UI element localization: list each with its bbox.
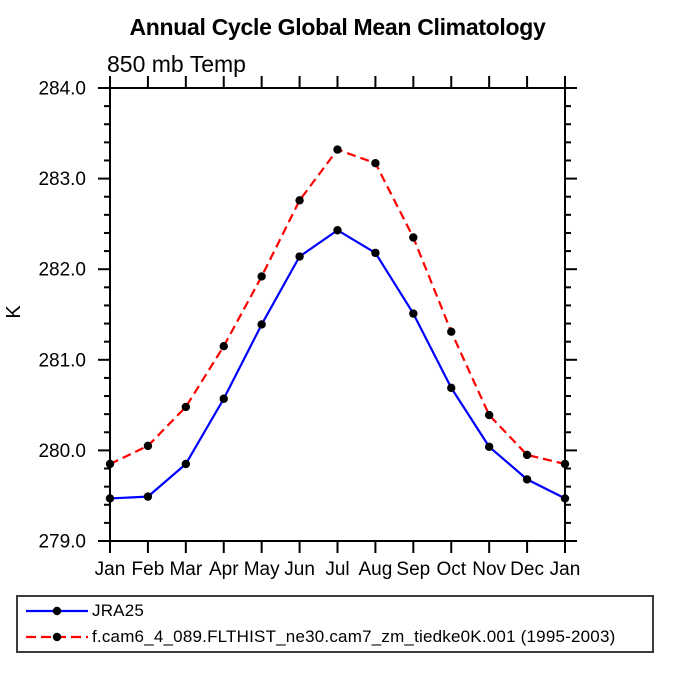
data-point-marker <box>181 459 191 469</box>
x-tick-label: Dec <box>510 559 544 580</box>
data-point-marker <box>409 309 418 318</box>
x-tick-label: May <box>244 559 280 580</box>
legend-row: f.cam6_4_089.FLTHIST_ne30.cam7_zm_tiedke… <box>18 624 652 650</box>
data-point-marker <box>257 272 266 281</box>
legend-marker-dot <box>52 606 62 616</box>
data-point-marker <box>409 233 418 242</box>
y-tick-label: 280.0 <box>38 441 86 462</box>
plot-border <box>109 87 566 542</box>
data-point-marker <box>333 226 342 235</box>
legend-row: JRA25 <box>18 598 652 624</box>
data-point-marker <box>181 402 191 412</box>
legend-label: JRA25 <box>92 601 145 620</box>
data-point-marker <box>447 383 456 393</box>
y-tick-label: 282.0 <box>38 260 86 281</box>
x-tick-label: Oct <box>436 559 466 580</box>
x-tick-label: Jun <box>284 559 315 580</box>
x-tick-label: Apr <box>209 559 239 580</box>
data-point-marker <box>560 459 570 469</box>
plot-svg: 279.0 280.0 281.0 282.0 283.0 284.0 Jan Feb Mar A… <box>38 76 581 580</box>
y-tick-label: 283.0 <box>38 169 86 190</box>
data-point-marker <box>522 450 532 460</box>
data-point-marker <box>143 441 153 451</box>
y-tick-label: 281.0 <box>38 350 86 371</box>
x-tick-label: Jul <box>325 559 349 580</box>
data-point-marker <box>105 494 115 503</box>
x-tick-label: Aug <box>359 559 393 580</box>
chart-subtitle-left: 850 mb Temp <box>107 51 246 77</box>
data-point-marker <box>219 394 228 403</box>
legend-marker-dot <box>52 632 62 642</box>
data-point-marker <box>484 410 494 420</box>
x-tick-label: Sep <box>396 559 430 580</box>
legend-box: JRA25 f.cam6_4_089.FLTHIST_ne30.cam7_zm_t… <box>16 595 654 653</box>
data-point-marker <box>447 327 456 336</box>
data-point-marker <box>257 320 266 329</box>
data-point-marker <box>522 475 532 484</box>
data-point-marker <box>295 252 304 261</box>
data-point-marker <box>333 145 342 154</box>
data-point-marker <box>143 492 153 501</box>
x-tick-label: Jan <box>550 559 581 580</box>
y-tick-label: 284.0 <box>38 79 86 100</box>
data-point-marker <box>295 196 304 205</box>
x-tick-label: Nov <box>472 559 506 580</box>
legend-label: f.cam6_4_089.FLTHIST_ne30.cam7_zm_tiedke… <box>92 627 616 646</box>
data-point-marker <box>484 442 494 451</box>
data-point-marker <box>371 248 380 258</box>
data-point-marker <box>219 342 228 351</box>
data-point-marker <box>371 158 380 168</box>
data-point-marker <box>105 459 115 469</box>
x-tick-label: Jan <box>95 559 126 580</box>
series-line-1 <box>109 148 566 466</box>
x-tick-label: Mar <box>169 559 202 580</box>
series-line-0 <box>109 229 566 500</box>
y-tick-label: 279.0 <box>38 532 86 553</box>
legend-line-sample <box>26 632 88 642</box>
legend-line-sample <box>26 606 88 616</box>
x-tick-label: Feb <box>132 559 165 580</box>
data-point-marker <box>560 494 570 503</box>
chart-title: Annual Cycle Global Mean Climatology <box>129 14 546 40</box>
